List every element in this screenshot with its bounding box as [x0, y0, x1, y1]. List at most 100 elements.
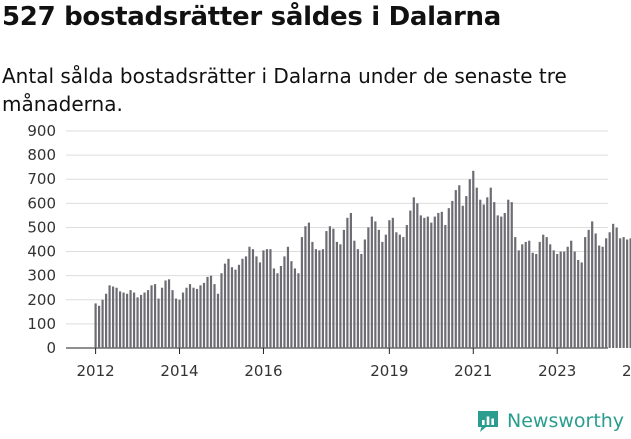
bar [416, 203, 419, 348]
bar [384, 234, 387, 348]
bar [584, 237, 587, 348]
y-tick-label: 800 [27, 146, 56, 164]
bar [493, 202, 496, 348]
bar [591, 221, 594, 348]
bar [304, 226, 307, 348]
bar [311, 241, 314, 348]
bar [132, 292, 136, 348]
bar [356, 249, 359, 348]
bar [451, 200, 454, 348]
bar [556, 253, 559, 348]
bar [486, 197, 489, 348]
bar [234, 269, 237, 348]
bar [227, 258, 230, 348]
bar [307, 222, 311, 348]
bar [160, 287, 164, 348]
bar [349, 212, 352, 348]
bar [220, 273, 223, 348]
bar [202, 282, 206, 348]
bar [601, 246, 604, 348]
bar [178, 299, 181, 348]
bar [605, 238, 608, 348]
bar [153, 284, 157, 348]
bar [479, 199, 482, 348]
bar [185, 287, 188, 348]
bar [559, 251, 562, 348]
bar [104, 293, 108, 348]
bar [409, 210, 412, 348]
bar [360, 253, 363, 348]
bar [125, 293, 129, 348]
bar [598, 245, 601, 348]
bar [150, 285, 153, 348]
bar [230, 267, 234, 348]
bar [101, 299, 104, 348]
bar [405, 225, 408, 348]
bar [367, 227, 370, 348]
bar [542, 234, 545, 348]
bar [192, 287, 195, 348]
bar [566, 246, 569, 348]
bar [500, 216, 503, 348]
bar [531, 252, 534, 348]
x-tick-label: 2014 [160, 362, 198, 380]
bar [552, 250, 555, 348]
bar [465, 196, 468, 348]
bar [538, 241, 541, 348]
bar [171, 290, 174, 348]
bar [608, 232, 611, 348]
y-tick-label: 0 [46, 339, 56, 357]
bar [426, 216, 429, 348]
bar [363, 239, 366, 348]
y-tick-label: 300 [27, 267, 56, 285]
bar [174, 298, 178, 348]
bar [388, 220, 391, 348]
bar [503, 212, 506, 348]
bar [167, 279, 171, 348]
y-tick-label: 200 [27, 291, 56, 309]
bar [447, 208, 450, 348]
bar [570, 240, 573, 348]
bar [122, 292, 125, 348]
bar [241, 258, 244, 348]
bar [587, 229, 590, 348]
bar [619, 238, 622, 348]
bar [286, 246, 290, 348]
bar [199, 285, 202, 348]
y-tick-label: 600 [27, 194, 56, 212]
bar [143, 292, 146, 348]
bar [94, 303, 97, 348]
bar [517, 250, 520, 348]
bar [283, 256, 286, 348]
bar [577, 259, 580, 348]
bar [111, 286, 115, 348]
bar [251, 249, 255, 348]
bar [237, 264, 241, 348]
bar [328, 226, 331, 348]
x-tick-label: 2025 [622, 362, 631, 380]
x-tick-label: 2023 [538, 362, 576, 380]
bar [514, 237, 517, 348]
bar [265, 249, 269, 348]
bar [258, 262, 262, 348]
bar [129, 290, 132, 348]
bar [489, 187, 492, 348]
bar [377, 229, 380, 348]
bar [293, 268, 297, 348]
bar [402, 237, 405, 348]
bar [223, 263, 227, 348]
bar [398, 234, 401, 348]
bar [496, 215, 499, 348]
chart-title: 527 bostadsrätter såldes i Dalarna [2, 2, 501, 32]
bar [272, 268, 276, 348]
bar [339, 244, 342, 348]
bar [248, 246, 251, 348]
bar [626, 239, 629, 348]
bar [549, 244, 552, 348]
bar [206, 276, 209, 348]
bar [209, 275, 213, 348]
bar [412, 197, 415, 348]
bar [482, 204, 485, 348]
bar [97, 305, 101, 348]
bar [213, 284, 216, 348]
